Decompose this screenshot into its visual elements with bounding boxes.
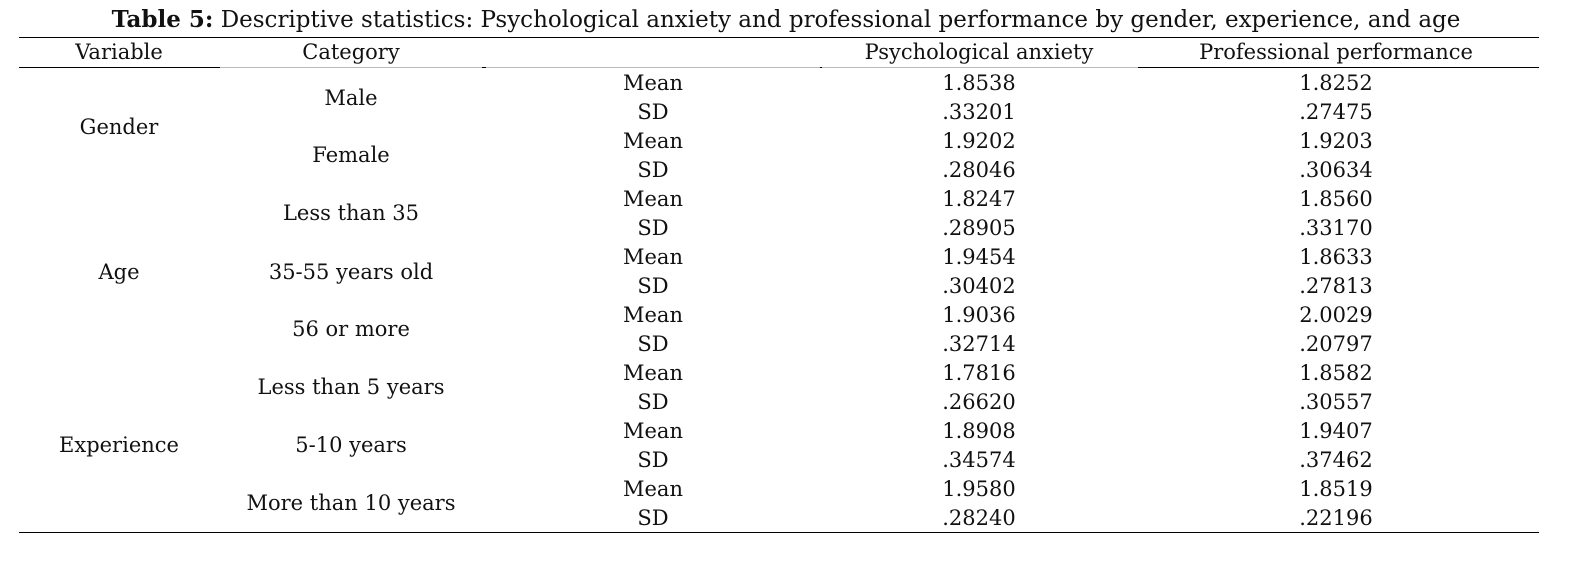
header-psychological-anxiety: Psychological anxiety bbox=[864, 40, 1094, 64]
header-statistic bbox=[598, 38, 708, 67]
statistic-label: SD bbox=[637, 158, 669, 182]
performance-value: 1.9203 bbox=[1299, 129, 1373, 153]
header-professional-performance: Professional performance bbox=[1199, 40, 1473, 64]
category-subrule bbox=[220, 67, 482, 68]
anxiety-value: 1.8247 bbox=[942, 187, 1016, 211]
category-more-than-10-years: More than 10 years bbox=[246, 491, 456, 515]
performance-value: 1.8582 bbox=[1299, 361, 1373, 385]
table-top-rule bbox=[19, 37, 1539, 38]
performance-value: 2.0029 bbox=[1299, 303, 1373, 327]
category-less-than-5-years: Less than 5 years bbox=[257, 375, 445, 399]
performance-value: .27475 bbox=[1299, 100, 1373, 124]
anxiety-value: 1.9036 bbox=[942, 303, 1016, 327]
anxiety-value: .28905 bbox=[942, 216, 1016, 240]
performance-value: 1.8633 bbox=[1299, 245, 1373, 269]
header-variable: Variable bbox=[75, 40, 163, 64]
performance-value: .30634 bbox=[1299, 158, 1373, 182]
anxiety-value: 1.8908 bbox=[942, 419, 1016, 443]
anxiety-value: 1.9580 bbox=[942, 477, 1016, 501]
performance-value: .22196 bbox=[1299, 506, 1373, 530]
statistic-label: SD bbox=[637, 506, 669, 530]
performance-value: 1.9407 bbox=[1299, 419, 1373, 443]
anxiety-value: 1.9454 bbox=[942, 245, 1016, 269]
performance-value: .27813 bbox=[1299, 274, 1373, 298]
table-caption-label: Table 5: bbox=[111, 6, 214, 33]
anxiety-value: .26620 bbox=[942, 390, 1016, 414]
header-category: Category bbox=[302, 40, 400, 64]
category-male: Male bbox=[324, 86, 378, 110]
performance-value: 1.8560 bbox=[1299, 187, 1373, 211]
statistic-label: SD bbox=[637, 100, 669, 124]
performance-value: .37462 bbox=[1299, 448, 1373, 472]
statistic-label: Mean bbox=[623, 187, 683, 211]
performance-value: .33170 bbox=[1299, 216, 1373, 240]
anxiety-value: .30402 bbox=[942, 274, 1016, 298]
anxiety-value: .28046 bbox=[942, 158, 1016, 182]
variable-experience: Experience bbox=[59, 433, 179, 457]
statistic-label: SD bbox=[637, 274, 669, 298]
anxiety-value: .32714 bbox=[942, 332, 1016, 356]
statistic-label: Mean bbox=[623, 361, 683, 385]
variable-gender: Gender bbox=[79, 115, 159, 139]
performance-value: 1.8519 bbox=[1299, 477, 1373, 501]
anxiety-value: 1.9202 bbox=[942, 129, 1016, 153]
category-5-10-years: 5-10 years bbox=[295, 433, 407, 457]
table-caption: Table 5: Descriptive statistics: Psychol… bbox=[0, 5, 1572, 35]
anxiety-value: 1.7816 bbox=[942, 361, 1016, 385]
performance-value: .30557 bbox=[1299, 390, 1373, 414]
category-56-or-more: 56 or more bbox=[292, 317, 410, 341]
statistic-label: SD bbox=[637, 216, 669, 240]
performance-value: 1.8252 bbox=[1299, 71, 1373, 95]
statistic-label: SD bbox=[637, 448, 669, 472]
category-less-than-35: Less than 35 bbox=[282, 201, 419, 225]
statistic-label: SD bbox=[637, 390, 669, 414]
anxiety-subrule bbox=[822, 67, 1138, 68]
table-caption-text: Descriptive statistics: Psychological an… bbox=[213, 7, 1461, 33]
category-female: Female bbox=[312, 143, 390, 167]
statistic-subrule bbox=[486, 67, 820, 68]
statistic-label: Mean bbox=[623, 419, 683, 443]
statistic-label: Mean bbox=[623, 303, 683, 327]
table-bottom-rule bbox=[19, 532, 1539, 533]
variable-age: Age bbox=[98, 260, 140, 284]
statistic-label: Mean bbox=[623, 477, 683, 501]
anxiety-value: .33201 bbox=[942, 100, 1016, 124]
statistic-label: Mean bbox=[623, 245, 683, 269]
category-35-55-years-old: 35-55 years old bbox=[268, 260, 434, 284]
anxiety-value: .34574 bbox=[942, 448, 1016, 472]
statistic-label: SD bbox=[637, 332, 669, 356]
statistic-label: Mean bbox=[623, 71, 683, 95]
performance-value: .20797 bbox=[1299, 332, 1373, 356]
statistic-label: Mean bbox=[623, 129, 683, 153]
anxiety-value: .28240 bbox=[942, 506, 1016, 530]
anxiety-value: 1.8538 bbox=[942, 71, 1016, 95]
